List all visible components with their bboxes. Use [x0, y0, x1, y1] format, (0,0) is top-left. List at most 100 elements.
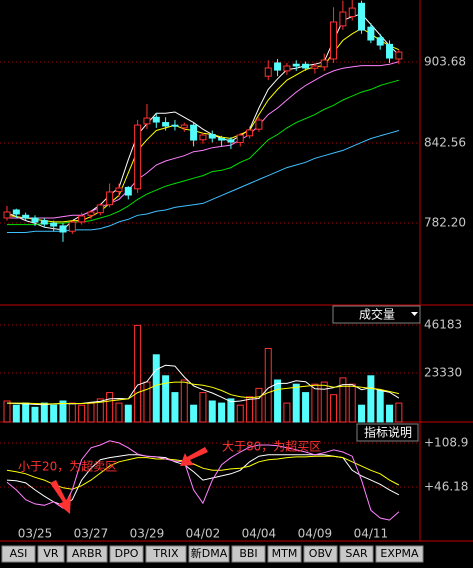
y-tick-label: +108.9	[424, 435, 468, 449]
volume-bar	[190, 404, 198, 423]
candle-body	[31, 217, 39, 223]
volume-bar	[124, 404, 132, 423]
x-tick-label: 03/27	[74, 527, 109, 541]
volume-bar	[59, 400, 67, 423]
volume-bar	[115, 402, 123, 423]
tab[interactable]	[267, 545, 302, 563]
x-tick-label: 04/02	[186, 527, 221, 541]
volume-bar	[40, 402, 48, 423]
volume-bar	[68, 402, 76, 423]
candle-body	[227, 139, 235, 143]
volume-bar	[311, 383, 319, 423]
tab-label: VR	[43, 547, 59, 560]
candle-body	[143, 117, 151, 125]
candle-body	[78, 215, 86, 223]
candle-body	[302, 63, 310, 69]
tab-label: SAR	[345, 547, 368, 560]
candle-body	[68, 221, 76, 232]
tab-label: BBI	[239, 547, 257, 560]
candle-body	[152, 116, 160, 123]
y-tick-label: 903.68	[424, 55, 466, 69]
tab-label: TRIX	[152, 547, 179, 560]
volume-title: 成交量	[359, 307, 395, 322]
candle-body	[246, 129, 254, 137]
candle-body	[171, 124, 179, 127]
tab[interactable]	[303, 545, 338, 563]
line	[6, 27, 400, 223]
candle-body	[218, 137, 226, 141]
volume-bar	[162, 375, 170, 423]
tab[interactable]	[375, 545, 424, 563]
line	[7, 61, 400, 219]
candle-body	[348, 7, 356, 18]
dropdown-arrow[interactable]	[411, 312, 418, 316]
candle-body	[330, 21, 338, 60]
tab-label: EXPMA	[380, 547, 419, 560]
y-tick-label: 23330	[424, 365, 462, 379]
candle-body	[358, 2, 366, 31]
volume-bar	[246, 396, 254, 423]
volume-bar	[96, 398, 104, 423]
candle-body	[376, 37, 384, 46]
tab-label: ASI	[10, 547, 28, 560]
tab[interactable]	[188, 545, 230, 563]
volume-bar	[106, 392, 114, 423]
tab[interactable]	[37, 545, 65, 563]
candle-body	[134, 124, 142, 190]
candle-body	[311, 65, 319, 69]
line	[7, 381, 400, 405]
volume-bar	[87, 402, 95, 423]
candle-body	[367, 26, 375, 41]
candle-body	[162, 122, 170, 127]
tab[interactable]	[66, 545, 108, 563]
y-tick-label: +46.18	[424, 479, 468, 493]
volume-bar	[199, 392, 207, 423]
tab[interactable]	[109, 545, 144, 563]
volume-bar	[264, 347, 272, 423]
candle-body	[339, 11, 347, 27]
candle-body	[22, 214, 30, 219]
candle-body	[50, 222, 58, 227]
tab[interactable]	[1, 545, 36, 563]
y-tick-label: 842.56	[424, 136, 466, 150]
x-tick-label: 04/04	[242, 527, 277, 541]
volume-bar	[283, 402, 291, 423]
x-tick-label: 04/11	[354, 527, 389, 541]
tab[interactable]	[339, 545, 374, 563]
x-tick-label: 03/29	[130, 527, 165, 541]
volume-bar	[302, 392, 310, 423]
annotation-arrow	[50, 480, 71, 514]
volume-bar	[330, 394, 338, 423]
volume-box[interactable]	[332, 305, 421, 324]
annotation-arrow	[180, 447, 208, 466]
y-tick-label: 46183	[424, 317, 462, 331]
tab[interactable]	[231, 545, 266, 563]
candle-body	[190, 124, 198, 141]
volume-bar	[227, 398, 235, 423]
volume-bar	[376, 389, 384, 423]
line	[6, 13, 400, 231]
candle-body	[180, 124, 188, 129]
annotation: 大于80，为超买区	[222, 439, 321, 454]
volume-bar	[358, 404, 366, 423]
volume-bar	[152, 354, 160, 423]
indicator-box[interactable]	[356, 423, 419, 442]
candle-body	[274, 62, 282, 71]
volume-bar	[22, 402, 30, 423]
candle-body	[208, 133, 216, 139]
volume-bar	[208, 400, 216, 423]
tab-label: DPO	[115, 547, 139, 560]
x-tick-label: 03/25	[18, 527, 53, 541]
tab[interactable]	[145, 545, 187, 563]
line	[6, 440, 400, 521]
indicator-title: 指标说明	[364, 425, 412, 440]
candle-body	[292, 63, 300, 67]
candle-body	[283, 65, 291, 72]
volume-bar	[134, 324, 142, 423]
volume-bar	[236, 404, 244, 423]
volume-bar	[31, 406, 39, 423]
candle-body	[264, 67, 272, 77]
tab-label: MTM	[272, 547, 298, 560]
